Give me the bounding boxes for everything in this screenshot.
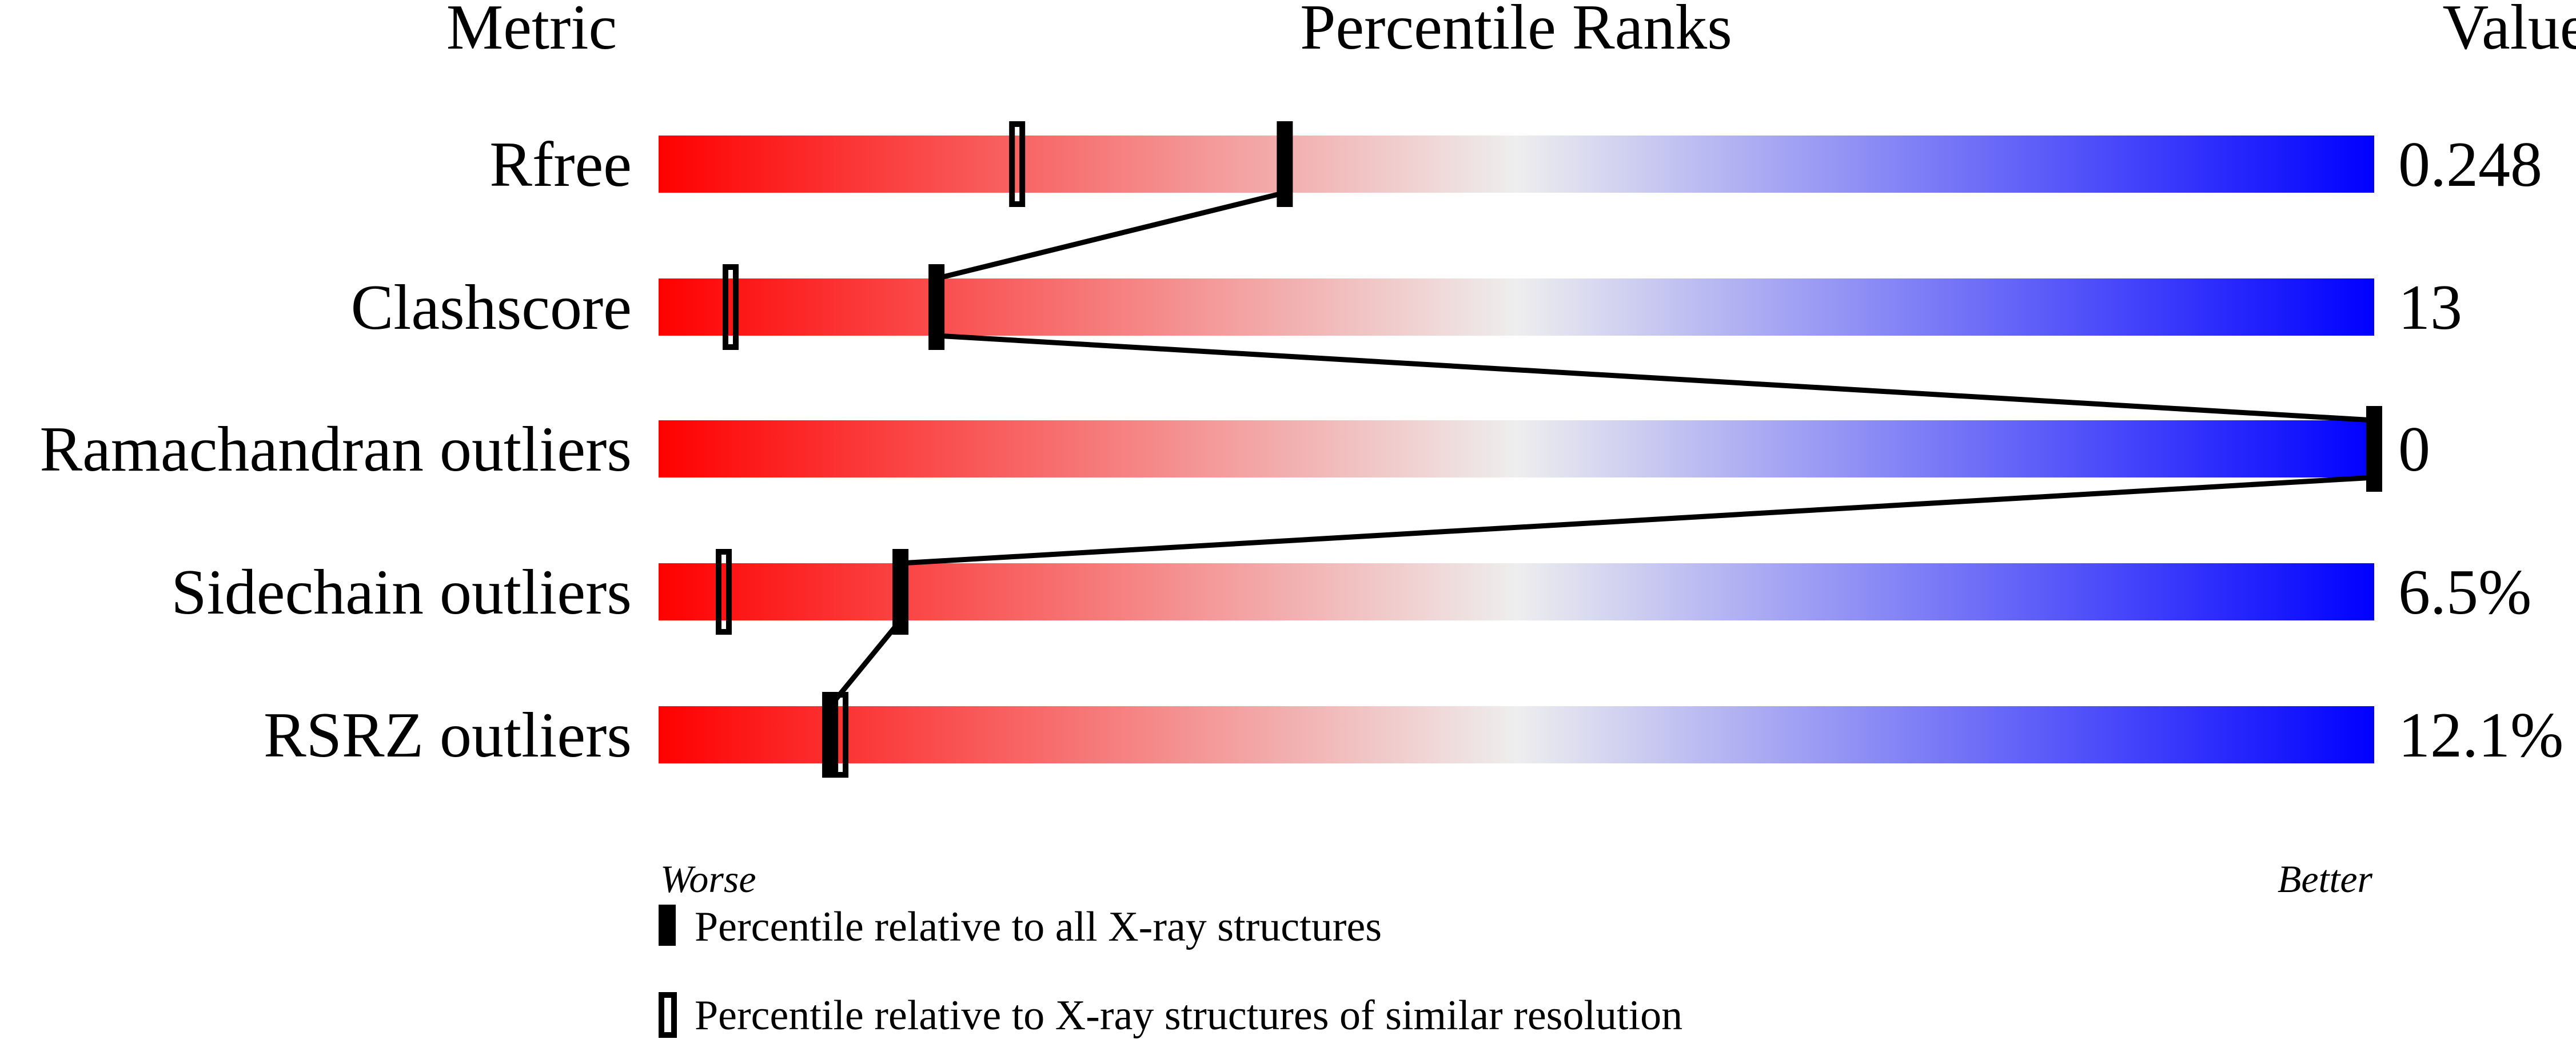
header-value: Value xyxy=(2442,0,2576,63)
connector-line xyxy=(936,190,1286,281)
better-label: Better xyxy=(2278,857,2373,901)
worse-label: Worse xyxy=(660,857,756,901)
marker-all-structures xyxy=(892,549,909,635)
metric-label: Sidechain outliers xyxy=(171,557,632,628)
metric-value: 12.1% xyxy=(2398,700,2563,771)
metric-label: RSRZ outliers xyxy=(264,700,632,771)
metric-label: Rfree xyxy=(489,129,632,200)
legend-label-all: Percentile relative to all X-ray structu… xyxy=(695,903,1382,950)
marker-similar-resolution xyxy=(716,549,732,635)
percentile-bar xyxy=(659,706,2374,763)
metric-label: Ramachandran outliers xyxy=(39,414,632,485)
legend-filled-marker xyxy=(659,905,676,946)
marker-all-structures xyxy=(822,692,839,778)
marker-all-structures xyxy=(928,264,945,350)
metric-value: 0.248 xyxy=(2398,129,2542,200)
legend-label-similar: Percentile relative to X-ray structures … xyxy=(695,992,1682,1039)
percentile-bar xyxy=(659,563,2374,620)
legend-open-marker xyxy=(659,992,677,1038)
marker-similar-resolution xyxy=(1009,121,1026,207)
percentile-bar xyxy=(659,420,2374,477)
metric-value: 6.5% xyxy=(2398,557,2531,628)
metric-value: 13 xyxy=(2398,272,2462,343)
marker-all-structures xyxy=(1277,121,1293,207)
metric-value: 0 xyxy=(2398,414,2430,485)
connector-line xyxy=(900,475,2375,566)
percentile-bar xyxy=(659,136,2374,193)
percentile-bar xyxy=(659,278,2374,336)
connector-line xyxy=(936,333,2375,423)
header-percentile-ranks: Percentile Ranks xyxy=(1300,0,1732,63)
metric-label: Clashscore xyxy=(351,272,632,343)
header-metric: Metric xyxy=(446,0,617,63)
marker-similar-resolution xyxy=(723,264,739,350)
marker-all-structures xyxy=(2366,406,2382,492)
